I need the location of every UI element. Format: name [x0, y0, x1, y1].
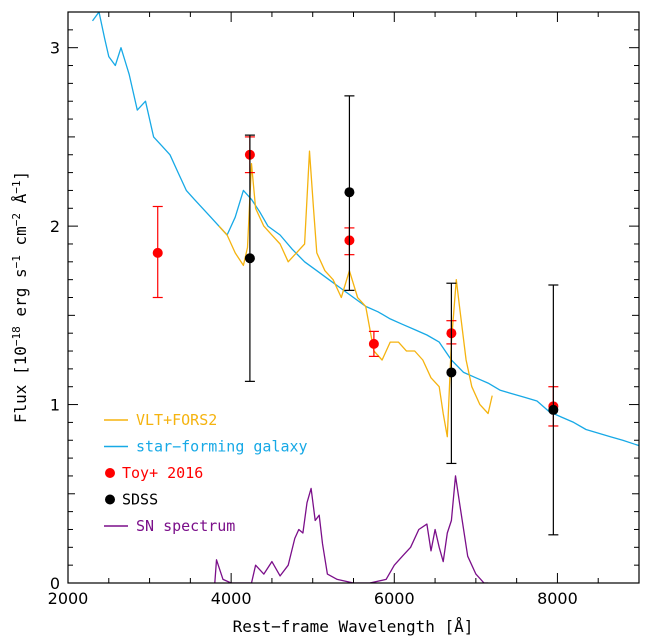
- y-axis-title: Flux [10−18 erg s−1 cm−2 Å−1]: [10, 171, 31, 423]
- y-tick-label: 0: [50, 574, 60, 593]
- points-layer: [152, 95, 559, 536]
- y-tick-label: 2: [50, 217, 60, 236]
- data-point-sdss: [344, 95, 355, 291]
- x-tick-label: 4000: [211, 589, 252, 608]
- legend-label: SDSS: [122, 491, 158, 509]
- data-point-toy-2016: [152, 205, 163, 299]
- x-tick-label: 2000: [48, 589, 89, 608]
- data-point-sdss: [244, 134, 255, 382]
- legend-label: VLT+FORS2: [136, 411, 217, 429]
- legend-label: Toy+ 2016: [122, 464, 203, 482]
- y-axis-title-part: Å: [11, 193, 30, 213]
- x-tick-label: 6000: [374, 589, 415, 608]
- x-tick-label: 8000: [537, 589, 578, 608]
- y-tick-label: 3: [50, 39, 60, 58]
- legend-entry-vlt-fors2: VLT+FORS2: [104, 411, 217, 429]
- legend-label: star−forming galaxy: [136, 438, 308, 456]
- y-axis-title-part: Flux [10: [11, 346, 30, 423]
- x-axis-title: Rest−frame Wavelength [Å]: [233, 617, 474, 636]
- y-axis-title-sup: −1: [10, 180, 23, 193]
- legend: VLT+FORS2 star−forming galaxy Toy+ 2016 SDS…: [104, 411, 308, 535]
- series-line-star-forming-galaxy: [91, 12, 639, 447]
- legend-label: SN spectrum: [136, 517, 235, 535]
- y-axis-title-part: cm: [11, 226, 30, 255]
- y-axis-title-sup: −1: [10, 255, 23, 268]
- series-layer: [91, 12, 639, 583]
- y-axis-title-part: erg s: [11, 268, 30, 326]
- y-axis-title-part: ]: [11, 171, 30, 181]
- y-tick-label: 1: [50, 396, 60, 415]
- series-line-vlt-fors2: [218, 150, 493, 438]
- legend-entry-toy-2016: Toy+ 2016: [105, 464, 203, 482]
- ticks-layer: 2000 4000 6000 8000 0 1 2 3: [48, 11, 640, 608]
- legend-entry-star-forming-galaxy: star−forming galaxy: [104, 438, 308, 456]
- legend-entry-sdss: SDSS: [105, 491, 158, 509]
- data-point-sdss: [446, 282, 457, 465]
- legend-swatch: [105, 494, 115, 505]
- data-point-sdss: [548, 284, 559, 536]
- y-axis-title-sup: −2: [10, 213, 23, 226]
- data-point-toy-2016: [368, 330, 379, 357]
- legend-swatch: [105, 468, 115, 478]
- series-line-sn-spectrum: [214, 475, 489, 583]
- legend-entry-sn-spectrum: SN spectrum: [104, 517, 235, 535]
- y-axis-title-sup: −18: [10, 326, 23, 346]
